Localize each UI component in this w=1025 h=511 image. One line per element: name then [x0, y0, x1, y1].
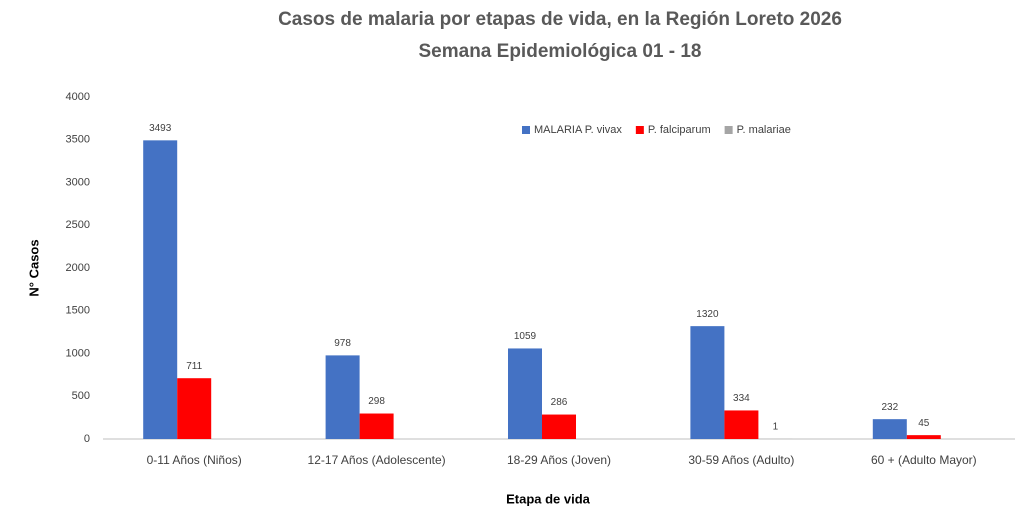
bar — [325, 355, 360, 439]
value-label: 1 — [773, 422, 779, 433]
x-axis-title: Etapa de vida — [506, 491, 591, 506]
x-tick-label: 60 + (Adulto Mayor) — [871, 453, 977, 467]
bar — [143, 140, 178, 439]
bar — [177, 378, 212, 439]
y-axis-title: N° Casos — [26, 239, 41, 296]
value-label: 298 — [368, 396, 385, 407]
x-tick-label: 0-11 Años (Niños) — [147, 453, 242, 467]
y-tick-label: 2500 — [66, 219, 90, 231]
y-tick-label: 1500 — [66, 305, 90, 317]
x-tick-label: 30-59 Años (Adulto) — [688, 453, 794, 467]
y-tick-label: 2000 — [66, 262, 90, 274]
legend-swatch — [635, 126, 644, 134]
legend-label: P. malariae — [737, 124, 791, 136]
value-label: 1320 — [696, 309, 719, 320]
value-label: 978 — [334, 338, 351, 349]
value-label: 1059 — [514, 331, 537, 342]
value-label: 232 — [881, 402, 898, 413]
bar — [690, 326, 725, 439]
legend-label: P. falciparum — [648, 124, 711, 136]
legend-label: MALARIA P. vivax — [534, 124, 622, 136]
legend-swatch — [724, 126, 733, 134]
y-tick-label: 1000 — [66, 347, 90, 359]
y-tick-label: 4000 — [66, 91, 90, 103]
x-tick-label: 18-29 Años (Joven) — [507, 453, 611, 467]
bar — [359, 413, 394, 439]
y-tick-label: 0 — [84, 433, 90, 445]
bar — [724, 410, 759, 439]
y-tick-label: 3000 — [66, 176, 90, 188]
chart-subtitle: Semana Epidemiológica 01 - 18 — [419, 41, 702, 62]
y-tick-label: 3500 — [66, 134, 90, 146]
y-tick-label: 500 — [72, 390, 90, 402]
value-label: 286 — [551, 397, 568, 408]
legend-swatch — [522, 126, 530, 134]
value-label: 45 — [918, 418, 930, 429]
value-label: 3493 — [149, 123, 172, 134]
value-label: 334 — [733, 393, 750, 404]
chart-title: Casos de malaria por etapas de vida, en … — [278, 9, 842, 30]
bar — [906, 435, 941, 439]
bar — [508, 348, 542, 439]
x-tick-label: 12-17 Años (Adolescente) — [308, 453, 446, 467]
bar — [542, 414, 576, 439]
value-label: 711 — [186, 361, 202, 372]
bar — [872, 419, 907, 439]
